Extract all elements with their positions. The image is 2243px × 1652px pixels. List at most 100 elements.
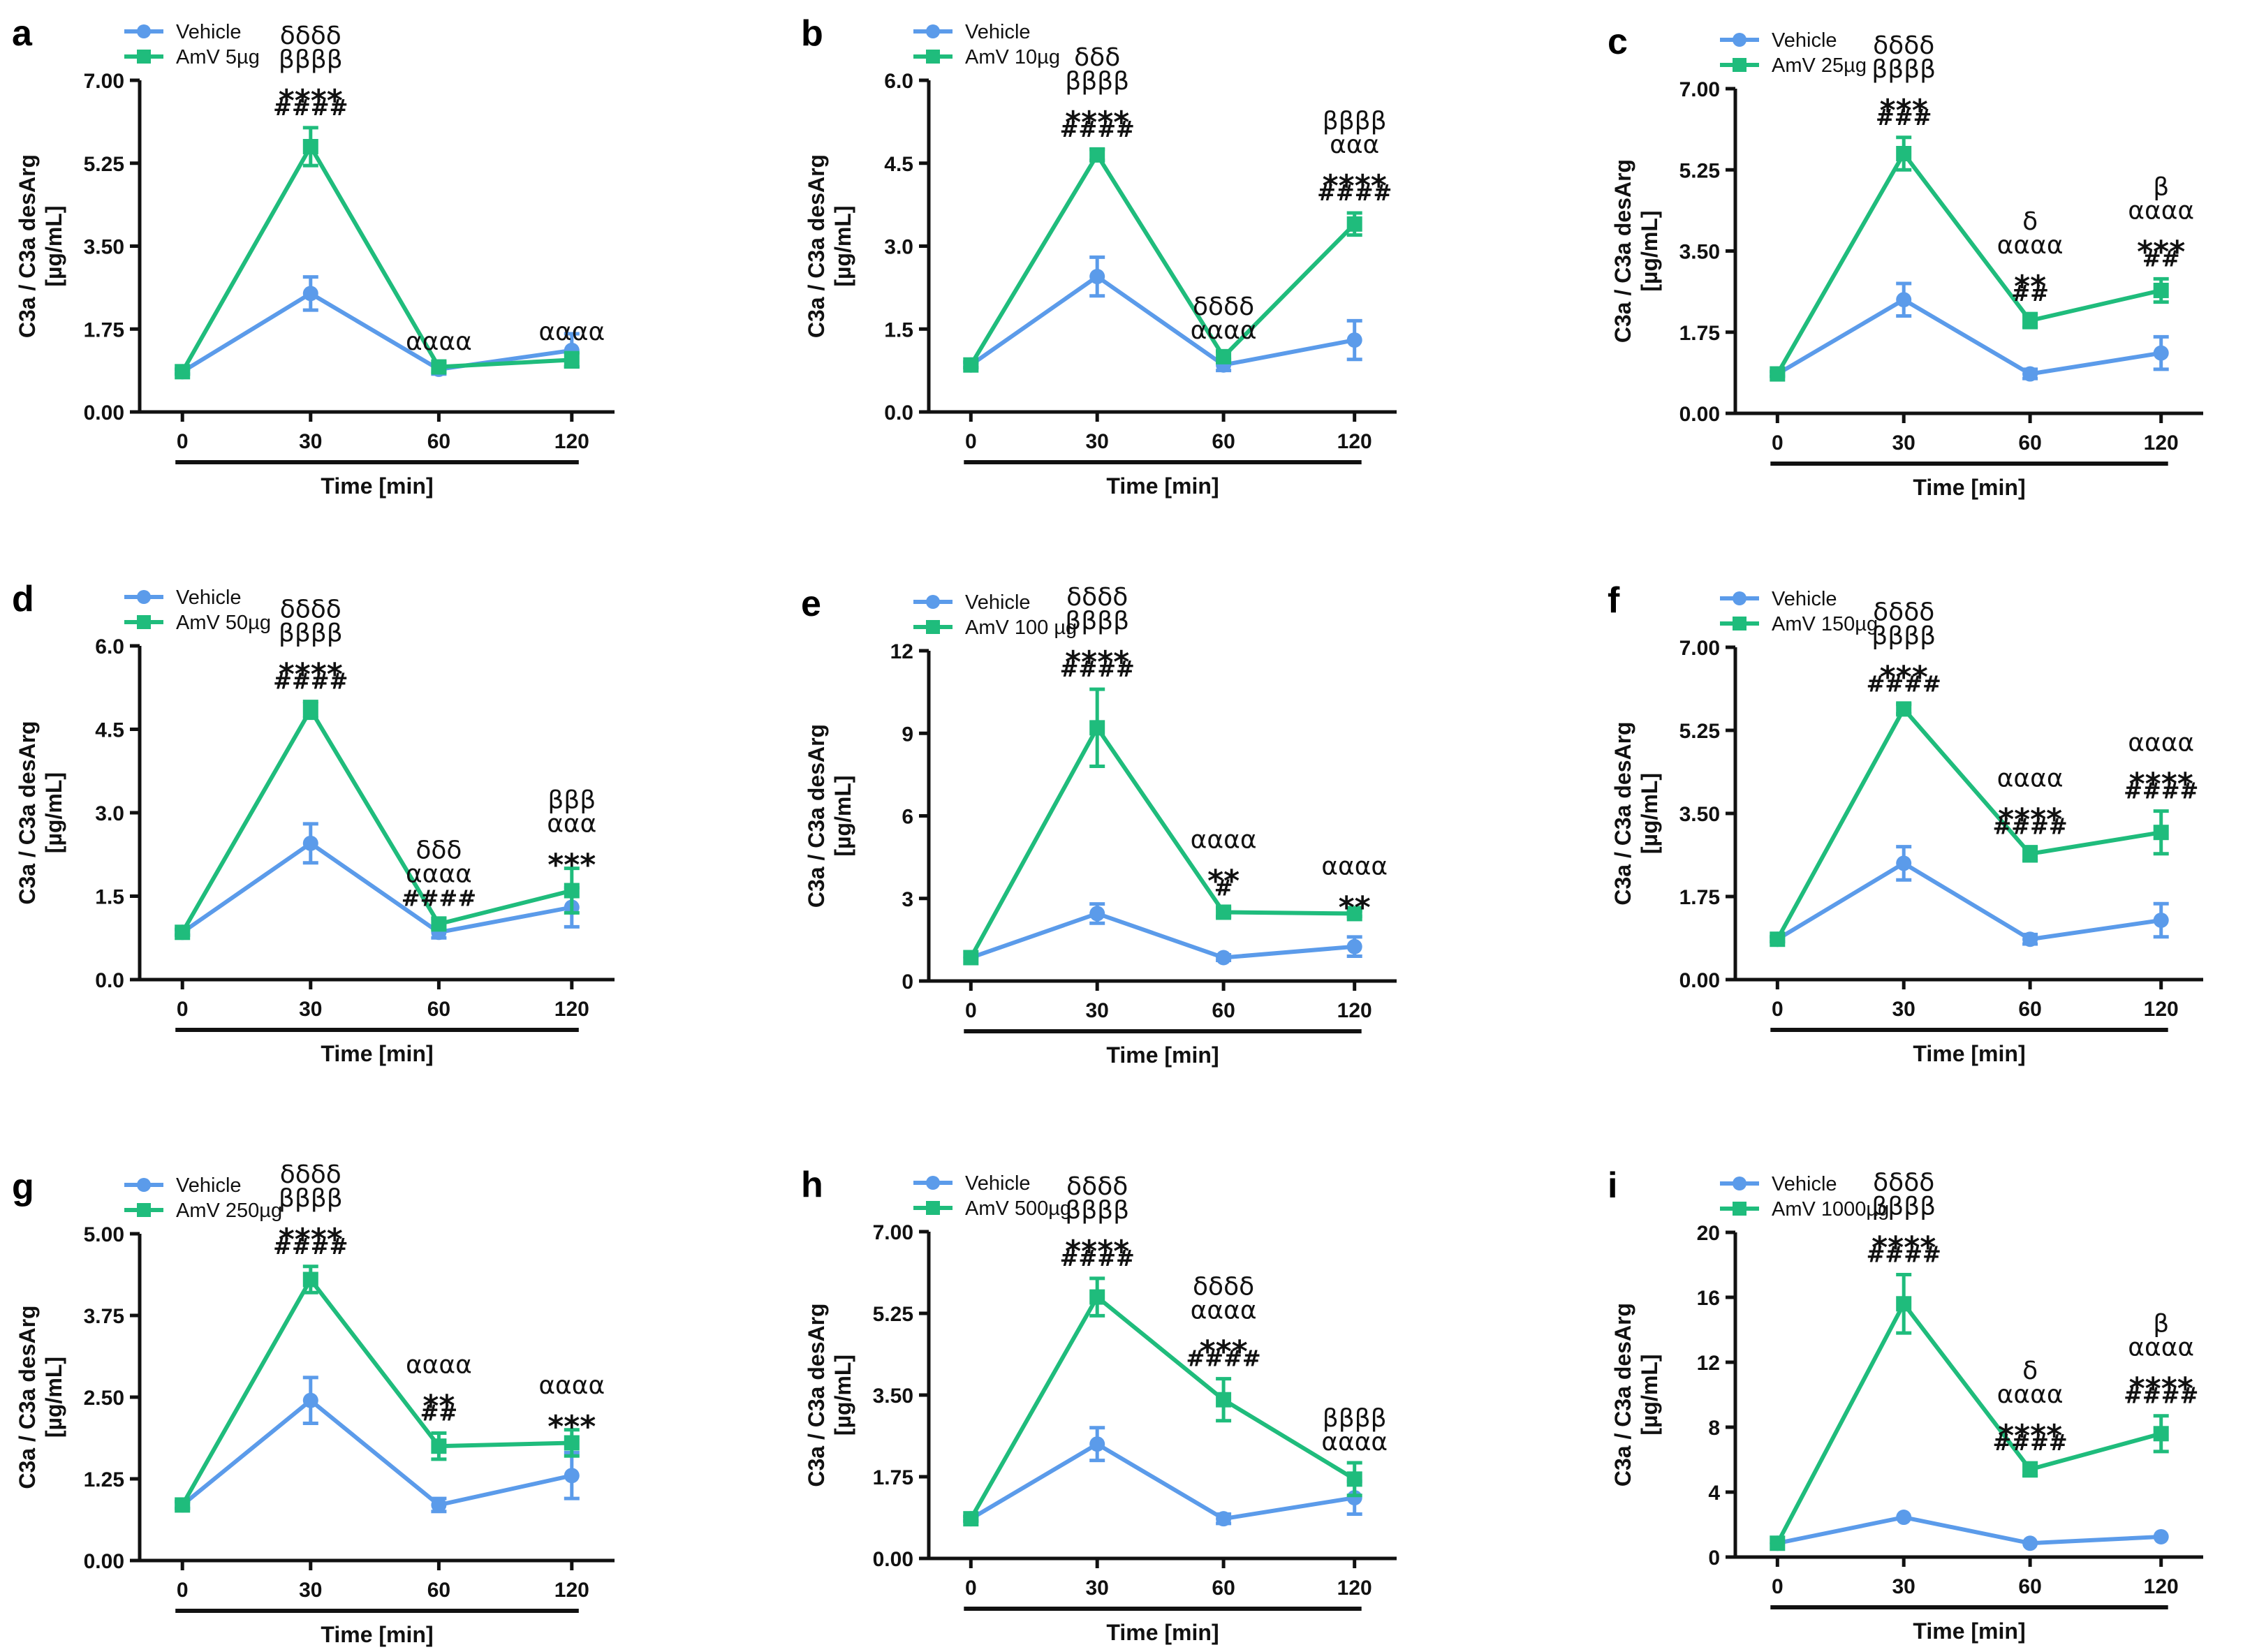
legend-vehicle-label: Vehicle — [1772, 588, 1837, 610]
panel-label: h — [801, 1165, 823, 1205]
significance-marker: ααα — [1330, 131, 1379, 159]
x-axis-title: Time [min] — [321, 1622, 433, 1647]
significance-marker: **** — [1323, 168, 1387, 204]
legend-vehicle-label: Vehicle — [965, 591, 1031, 614]
legend-amv-marker — [926, 1201, 940, 1215]
y-tick-label: 0 — [902, 971, 913, 994]
legend-amv-label: AmV 5µg — [176, 46, 260, 68]
amv-point — [431, 359, 447, 375]
significance-marker: # — [1214, 875, 1233, 901]
significance-marker: **** — [1998, 802, 2062, 838]
significance-marker: **** — [2129, 767, 2193, 802]
x-tick-label: 0 — [965, 999, 977, 1022]
y-tick-label: 7.00 — [1679, 78, 1720, 101]
significance-marker: *** — [547, 848, 596, 883]
amv-point — [1089, 720, 1105, 736]
x-tick-label: 60 — [2018, 998, 2041, 1021]
significance-marker: αααα — [2128, 729, 2194, 758]
y-tick-label: 7.00 — [873, 1221, 913, 1244]
panel-label: a — [12, 13, 33, 54]
legend-amv-marker — [137, 615, 151, 629]
amv-point — [564, 352, 580, 368]
legend-vehicle-label: Vehicle — [176, 1174, 242, 1197]
significance-marker: αααα — [1997, 765, 2064, 793]
significance-marker: δ — [2022, 1357, 2038, 1385]
x-tick-label: 30 — [1892, 432, 1915, 455]
significance-marker: *** — [1200, 1334, 1248, 1370]
significance-marker: αααα — [1191, 1297, 1257, 1325]
legend-amv-label: AmV 150µg — [1772, 613, 1878, 635]
significance-marker: δδδδ — [280, 22, 341, 50]
x-axis-title: Time [min] — [1913, 475, 2025, 500]
y-tick-label: 0.0 — [95, 969, 124, 992]
vehicle-line — [181, 1398, 573, 1507]
significance-marker: δδδ — [1074, 43, 1120, 72]
y-axis-unit: [µg/mL] — [41, 205, 66, 286]
legend-vehicle-label: Vehicle — [965, 21, 1031, 43]
legend-amv-marker — [137, 50, 151, 64]
legend-vehicle-label: Vehicle — [1772, 1173, 1837, 1195]
x-tick-label: 30 — [1086, 430, 1109, 453]
legend-vehicle-marker — [137, 24, 151, 38]
vehicle-point — [2153, 1528, 2169, 1544]
amv-point — [1216, 904, 1232, 920]
significance-marker: ** — [1339, 890, 1371, 925]
significance-marker: **** — [1871, 1230, 1936, 1265]
legend-vehicle-marker — [137, 590, 151, 604]
panel-c: c 0.00 1.75 3.50 5.25 7.00 0 30 60 120 Time [min] C… — [1608, 22, 2203, 500]
vehicle-point — [2022, 366, 2038, 382]
legend-vehicle-marker — [137, 1178, 151, 1192]
panel-i: i 0 4 8 12 16 20 0 30 60 120 Time [min] C3a / C3a de… — [1608, 1165, 2203, 1644]
y-tick-label: 16 — [1697, 1287, 1720, 1310]
significance-marker: δδδδ — [1873, 31, 1934, 60]
significance-marker: αααα — [1997, 231, 2064, 260]
significance-marker: ββββ — [1323, 1404, 1387, 1433]
legend-vehicle-marker — [1733, 33, 1746, 47]
y-tick-label: 0.00 — [84, 401, 124, 425]
y-axis-title: C3a / C3a desArg — [15, 721, 40, 904]
x-tick-label: 60 — [1212, 999, 1235, 1022]
significance-marker: αααα — [2128, 196, 2194, 225]
significance-marker: **** — [279, 83, 343, 119]
amv-point — [2022, 846, 2038, 862]
x-tick-label: 60 — [1212, 430, 1235, 453]
y-tick-label: 0.00 — [1679, 403, 1720, 426]
y-tick-label: 3.50 — [873, 1385, 913, 1408]
legend-amv-marker — [1733, 617, 1746, 630]
x-tick-label: 120 — [2144, 432, 2179, 455]
significance-marker: #### — [1060, 656, 1135, 682]
x-tick-label: 120 — [2144, 1575, 2179, 1598]
vehicle-point — [1089, 906, 1105, 922]
y-tick-label: 7.00 — [84, 70, 124, 93]
significance-marker: **** — [1998, 1418, 2062, 1454]
amv-point — [431, 916, 447, 932]
panel-label: i — [1608, 1165, 1617, 1206]
y-axis-unit: [µg/mL] — [41, 772, 66, 853]
vehicle-point — [302, 286, 318, 302]
legend-amv-label: AmV 100 µg — [965, 617, 1077, 639]
y-tick-label: 3.0 — [95, 802, 124, 825]
y-tick-label: 3.0 — [884, 236, 913, 259]
x-axis-title: Time [min] — [1106, 1042, 1219, 1068]
y-tick-label: 0.0 — [884, 401, 913, 425]
amv-point — [2022, 313, 2038, 329]
y-tick-label: 5.25 — [873, 1303, 913, 1326]
y-tick-label: 9 — [902, 723, 913, 746]
x-axis-title: Time [min] — [321, 1041, 433, 1066]
significance-marker: αααα — [406, 327, 472, 356]
legend-vehicle-marker — [926, 595, 940, 609]
x-tick-label: 30 — [299, 430, 322, 453]
amv-line — [180, 145, 572, 373]
panel-g: g 0.00 1.25 2.50 3.75 5.00 0 30 60 120 Time [min] C… — [12, 1160, 615, 1647]
y-tick-label: 6.0 — [884, 70, 913, 93]
vehicle-point — [1089, 1436, 1105, 1452]
amv-point — [1896, 1296, 1912, 1312]
y-tick-label: 0.00 — [1679, 969, 1720, 992]
amv-point — [564, 883, 580, 899]
y-tick-label: 2.50 — [84, 1387, 124, 1410]
significance-marker: ααα — [547, 810, 596, 839]
amv-point — [1896, 146, 1912, 161]
vehicle-point — [302, 1392, 318, 1408]
y-axis-title: C3a / C3a desArg — [804, 154, 829, 338]
x-tick-label: 120 — [554, 1579, 589, 1602]
